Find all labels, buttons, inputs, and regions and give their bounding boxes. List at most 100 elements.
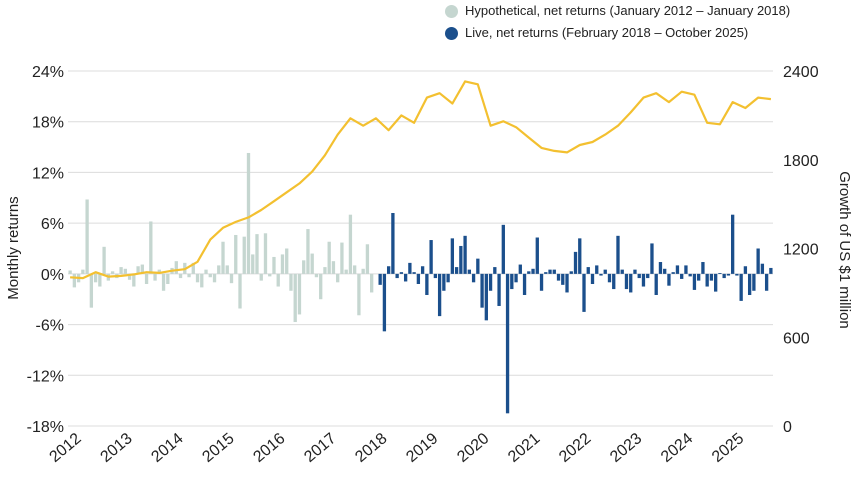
live-bar	[467, 269, 471, 274]
legend-label-live: Live, net returns (February 2018 – Octob…	[465, 25, 749, 40]
hypothetical-bar	[289, 273, 293, 291]
live-bar	[582, 273, 586, 312]
live-bar	[646, 273, 650, 279]
live-bar	[629, 273, 633, 293]
live-bar	[688, 273, 692, 277]
hypothetical-bar	[310, 253, 314, 274]
hypothetical-bar	[123, 268, 127, 274]
hypothetical-bar	[157, 269, 161, 274]
x-tick-label: 2023	[607, 430, 645, 466]
live-bar	[412, 272, 416, 274]
hypothetical-bar	[251, 254, 255, 274]
x-tick-label: 2021	[505, 430, 543, 466]
live-bar	[624, 273, 629, 290]
y-left-tick-label: 18%	[32, 115, 64, 132]
hypothetical-bar	[263, 233, 268, 274]
bars	[68, 152, 773, 414]
live-bar	[476, 258, 480, 274]
hypothetical-bar	[370, 273, 374, 293]
live-bar	[488, 273, 493, 291]
hypothetical-bar	[221, 241, 225, 274]
live-bar	[612, 273, 616, 290]
hypothetical-bar	[149, 221, 153, 274]
hypothetical-bar	[314, 273, 319, 278]
hypothetical-bar	[234, 234, 238, 274]
live-bar	[425, 273, 429, 295]
gridlines	[68, 70, 773, 427]
live-bar	[756, 248, 760, 274]
y-left-tick-label: 0%	[41, 267, 64, 284]
live-bar	[433, 273, 438, 279]
live-bar	[586, 267, 590, 274]
live-bar	[378, 273, 382, 285]
hypothetical-bar	[259, 273, 263, 281]
live-bar	[680, 273, 684, 279]
growth-line-group	[70, 80, 772, 280]
live-bar	[442, 273, 446, 291]
live-bar	[437, 273, 442, 317]
hypothetical-bar	[323, 267, 327, 274]
hypothetical-bar	[204, 269, 208, 274]
live-bar	[446, 273, 450, 283]
x-tick-label: 2018	[352, 430, 390, 466]
hypothetical-bar	[361, 268, 365, 274]
live-bar	[569, 271, 573, 274]
live-bar	[671, 272, 675, 274]
live-bar	[420, 266, 425, 274]
live-bar	[510, 273, 514, 290]
hypothetical-bar	[140, 264, 144, 274]
x-tick-label: 2015	[199, 430, 237, 466]
hypothetical-bar	[127, 273, 132, 280]
live-bar	[399, 272, 404, 274]
hypothetical-bar	[89, 273, 94, 308]
live-bar	[395, 273, 399, 279]
live-bar	[416, 273, 421, 284]
live-bar	[599, 273, 603, 276]
hypothetical-bar	[85, 199, 89, 274]
hypothetical-bar	[255, 234, 259, 274]
y-axis-right-label: Growth of US $1 million	[836, 171, 853, 329]
live-bar	[578, 238, 582, 274]
hypothetical-bar	[153, 273, 157, 281]
y-left-tick-label: 12%	[32, 165, 64, 182]
live-bar	[730, 214, 735, 274]
hypothetical-bar	[340, 242, 344, 274]
hypothetical-bar	[93, 273, 98, 283]
hypothetical-bar	[302, 260, 306, 274]
hypothetical-bar	[246, 152, 251, 274]
live-bar	[752, 273, 756, 291]
live-bar	[743, 266, 748, 274]
hypothetical-bar	[344, 269, 348, 274]
hypothetical-bar	[217, 265, 221, 274]
live-bar	[637, 273, 641, 279]
x-tick-label: 2020	[454, 430, 492, 466]
hypothetical-bar	[161, 273, 166, 291]
hypothetical-bar	[297, 273, 302, 315]
hypothetical-bar	[110, 271, 115, 274]
hypothetical-bar	[365, 244, 370, 274]
live-bar	[429, 240, 433, 274]
x-tick-label: 2013	[97, 430, 135, 466]
live-bar	[535, 237, 539, 274]
hypothetical-bar	[200, 273, 204, 288]
hypothetical-bar	[268, 273, 272, 277]
live-bar	[471, 273, 476, 283]
hypothetical-bar	[174, 261, 178, 274]
live-bar	[675, 265, 680, 274]
hypothetical-bar	[102, 246, 106, 274]
hypothetical-bar	[327, 241, 331, 274]
live-bar	[735, 273, 739, 276]
legend-swatch-live	[445, 26, 458, 40]
y-left-tick-label: 6%	[41, 216, 64, 233]
hypothetical-bar	[306, 229, 310, 274]
hypothetical-bar	[136, 266, 140, 274]
hypothetical-bar	[357, 273, 361, 316]
growth-line	[70, 80, 772, 280]
live-bar	[760, 263, 765, 274]
live-bar	[382, 273, 387, 332]
live-bar	[692, 273, 697, 290]
live-bar	[747, 273, 752, 295]
live-bar	[561, 273, 565, 285]
